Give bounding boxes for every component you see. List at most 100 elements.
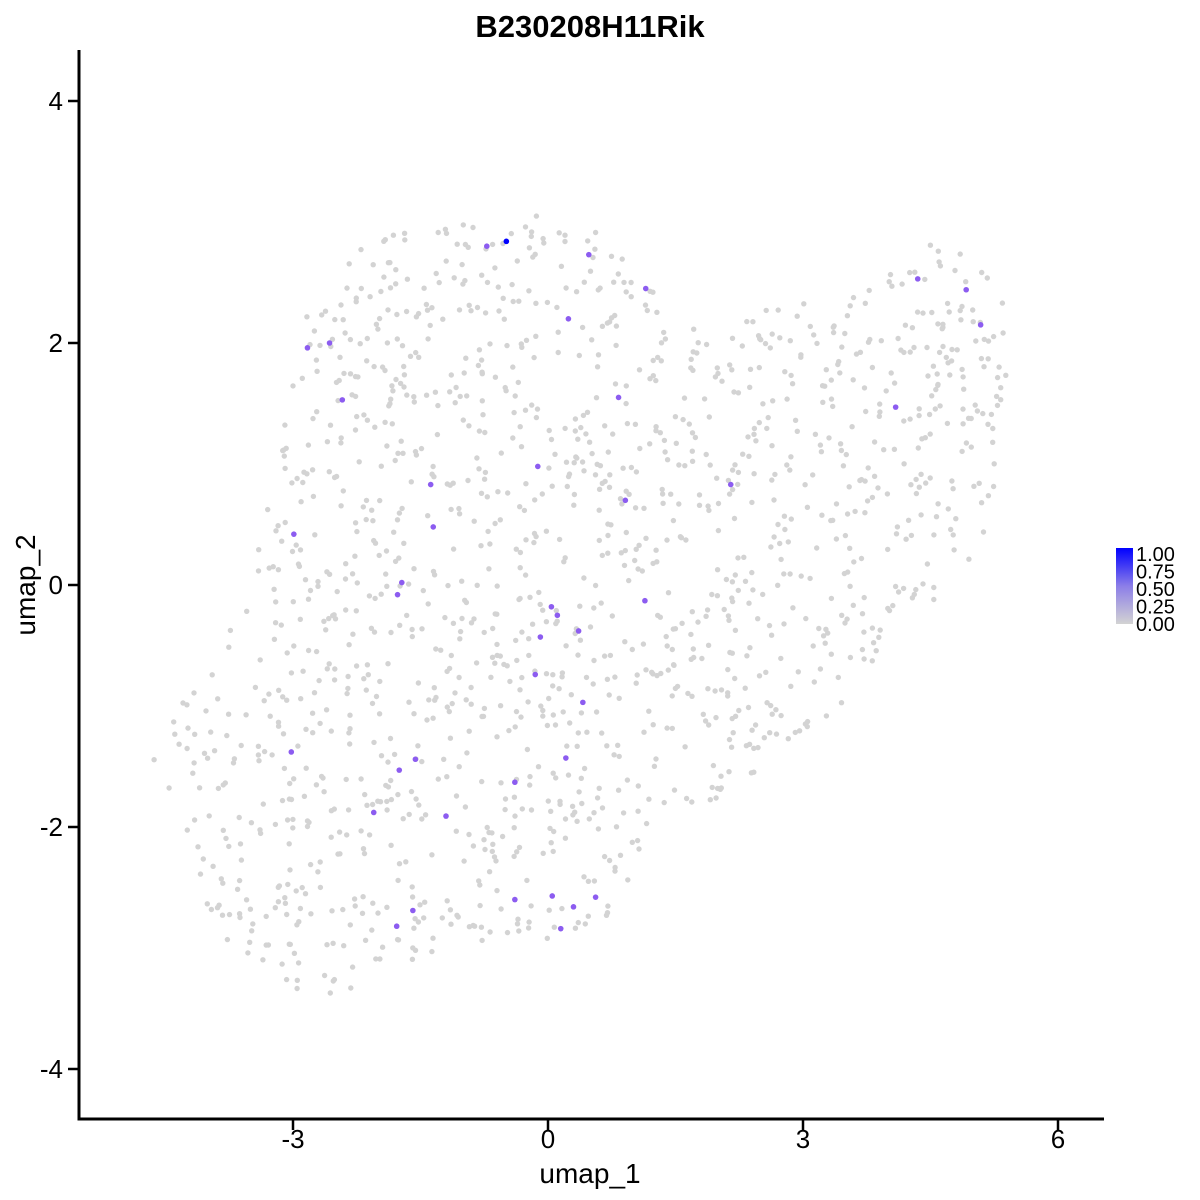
cell-point xyxy=(261,748,268,755)
cell-point xyxy=(284,911,290,918)
cell-point xyxy=(870,640,877,646)
cell-point xyxy=(593,395,600,401)
cell-point xyxy=(714,593,721,599)
cell-point xyxy=(644,307,650,314)
cell-point xyxy=(352,903,358,909)
cell-point xyxy=(315,578,321,585)
cell-point xyxy=(844,313,851,319)
cell-point xyxy=(394,336,400,342)
cell-point xyxy=(762,340,769,347)
cell-point xyxy=(958,317,964,323)
cell-point xyxy=(784,396,790,402)
cell-point xyxy=(333,473,340,480)
cell-point xyxy=(908,532,915,539)
cell-point xyxy=(589,337,595,343)
cell-point xyxy=(590,681,596,687)
cell-point xyxy=(732,572,738,578)
cell-point xyxy=(585,238,591,244)
cell-point xyxy=(895,335,901,342)
legend-ticks: 1.000.750.500.250.00 xyxy=(1136,544,1175,636)
cell-point xyxy=(431,685,437,691)
cell-point xyxy=(400,450,406,456)
cell-point xyxy=(943,354,949,361)
cell-point xyxy=(985,356,991,362)
cell-point xyxy=(524,746,531,753)
cell-point xyxy=(553,775,559,781)
cell-point xyxy=(378,591,384,597)
cell-point xyxy=(820,633,827,639)
cell-point xyxy=(907,349,913,355)
cell-point xyxy=(406,811,412,818)
cell-point xyxy=(619,501,625,507)
cell-point xyxy=(847,583,853,589)
cell-point xyxy=(858,555,865,562)
cell-point xyxy=(302,577,309,583)
cell-point xyxy=(562,816,569,822)
cell-point xyxy=(432,389,439,395)
cell-point xyxy=(837,370,843,376)
cell-point xyxy=(595,352,602,358)
cell-point xyxy=(419,758,425,765)
cell-point xyxy=(368,625,375,631)
cell-point xyxy=(220,880,226,886)
cell-point xyxy=(635,566,641,572)
expressing-cell-point xyxy=(557,925,564,932)
cell-point xyxy=(945,360,951,366)
cell-point xyxy=(643,667,649,673)
cell-point xyxy=(429,852,435,858)
cell-point xyxy=(705,686,711,692)
cell-point xyxy=(782,526,788,533)
cell-point xyxy=(691,326,697,332)
cell-point xyxy=(364,417,371,423)
cell-point xyxy=(732,462,738,468)
cell-point xyxy=(514,657,520,664)
cell-point xyxy=(208,729,214,735)
cell-point xyxy=(641,505,647,511)
cell-point xyxy=(613,824,620,830)
cell-point xyxy=(925,373,931,379)
cell-point xyxy=(316,677,322,684)
cell-point xyxy=(599,805,606,811)
cell-point xyxy=(510,298,516,305)
cell-point xyxy=(517,424,523,430)
cell-point xyxy=(372,540,379,546)
cell-point xyxy=(619,256,625,262)
cell-point xyxy=(499,833,506,840)
cell-point xyxy=(850,377,856,383)
cell-point xyxy=(256,758,262,764)
cell-point xyxy=(591,810,597,816)
cell-point xyxy=(873,648,879,654)
cell-point xyxy=(624,777,631,783)
cell-point xyxy=(966,556,972,562)
cell-point xyxy=(512,724,518,730)
cell-point xyxy=(415,680,422,686)
cell-point xyxy=(390,232,397,238)
cell-point xyxy=(372,424,378,430)
cell-point xyxy=(659,491,666,497)
cell-point xyxy=(628,279,634,286)
y-axis-ticks: -4 -2 0 2 4 xyxy=(40,86,79,1084)
cell-point xyxy=(308,911,314,917)
cell-point xyxy=(548,436,555,443)
cell-point xyxy=(707,462,713,468)
cell-point xyxy=(359,910,366,916)
cell-point xyxy=(439,915,445,921)
cell-point xyxy=(296,919,302,925)
cell-point xyxy=(574,455,580,461)
cell-point xyxy=(752,722,759,728)
cell-point xyxy=(238,857,245,863)
expressing-cell-point xyxy=(586,251,592,258)
cell-point xyxy=(960,374,966,380)
cell-point xyxy=(456,764,462,770)
cell-point xyxy=(311,690,318,696)
cell-point xyxy=(226,644,232,650)
cell-point xyxy=(661,329,667,336)
cell-point xyxy=(303,765,309,771)
cell-point xyxy=(741,554,747,560)
cell-point xyxy=(862,300,868,306)
cell-point xyxy=(373,693,380,700)
cell-point xyxy=(852,508,858,515)
cell-point xyxy=(939,326,945,332)
cell-point xyxy=(546,427,552,434)
cell-point xyxy=(450,480,456,486)
